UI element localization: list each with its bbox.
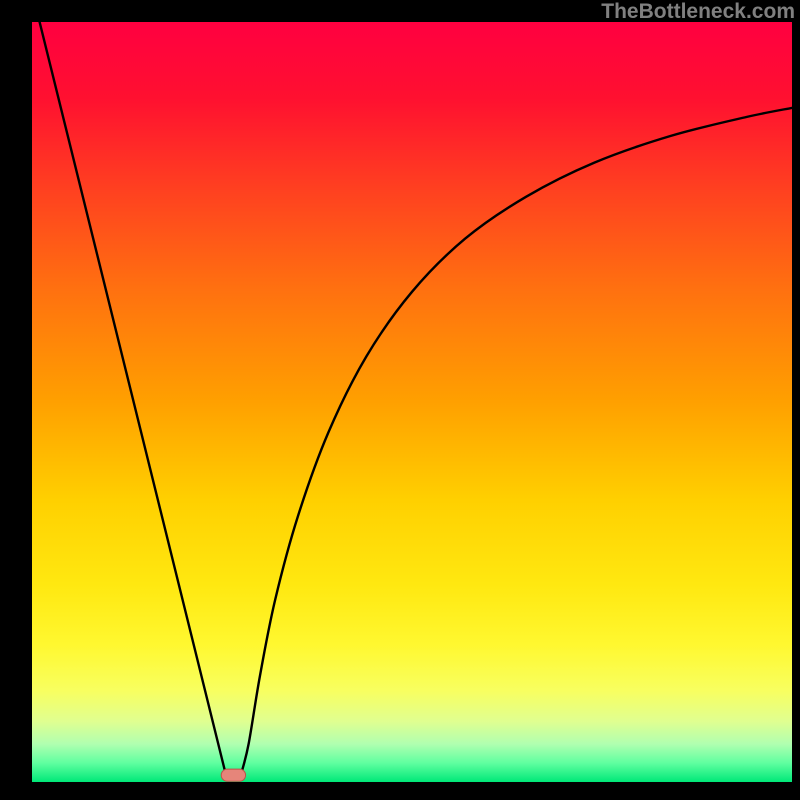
chart-container: TheBottleneck.com (0, 0, 800, 800)
bottleneck-chart (32, 22, 792, 782)
optimal-point-marker (221, 769, 245, 781)
watermark-text: TheBottleneck.com (601, 0, 795, 24)
gradient-background (32, 22, 792, 782)
